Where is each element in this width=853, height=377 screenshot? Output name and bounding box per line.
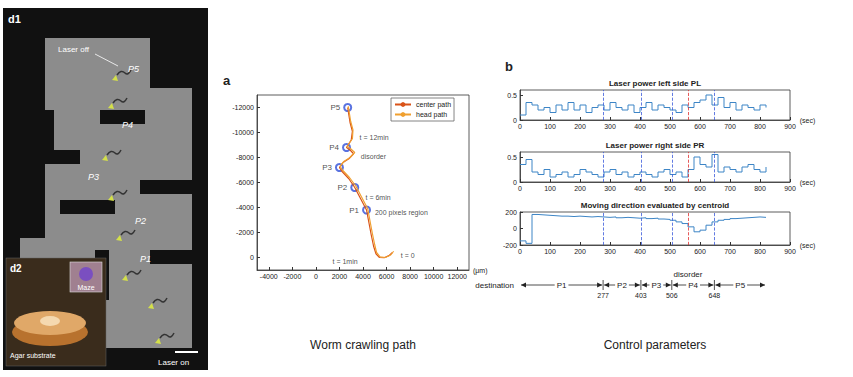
svg-text:P3: P3: [651, 281, 661, 290]
svg-text:900: 900: [784, 248, 796, 255]
svg-text:Maze: Maze: [77, 284, 94, 291]
svg-text:Control parameters: Control parameters: [604, 338, 707, 352]
svg-text:700: 700: [724, 123, 736, 130]
svg-text:P4: P4: [329, 143, 339, 152]
svg-text:Laser power right side PR: Laser power right side PR: [606, 141, 705, 150]
svg-text:P3: P3: [88, 172, 99, 182]
svg-text:Worm crawling path: Worm crawling path: [310, 338, 416, 352]
svg-text:-6000: -6000: [236, 179, 254, 186]
svg-text:0: 0: [518, 123, 522, 130]
svg-text:P1: P1: [349, 206, 359, 215]
svg-text:-4000: -4000: [236, 204, 254, 211]
svg-text:t = 12min: t = 12min: [360, 134, 389, 141]
svg-text:-2000: -2000: [283, 273, 301, 280]
svg-text:400: 400: [634, 248, 646, 255]
svg-text:200: 200: [505, 209, 517, 216]
svg-text:(sec): (sec): [800, 179, 816, 187]
svg-text:P4: P4: [122, 120, 133, 130]
svg-text:300: 300: [604, 185, 616, 192]
svg-text:500: 500: [664, 248, 676, 255]
svg-text:400: 400: [634, 123, 646, 130]
svg-text:destination: destination: [475, 281, 514, 290]
svg-text:(sec): (sec): [800, 242, 816, 250]
svg-text:P2: P2: [337, 183, 347, 192]
svg-text:900: 900: [784, 123, 796, 130]
svg-text:P1: P1: [140, 254, 151, 264]
svg-text:2000: 2000: [332, 273, 348, 280]
svg-text:277: 277: [597, 292, 609, 299]
svg-text:10000: 10000: [424, 273, 444, 280]
svg-text:-10000: -10000: [232, 129, 254, 136]
svg-text:P5: P5: [330, 103, 340, 112]
svg-text:-8000: -8000: [236, 154, 254, 161]
svg-text:d2: d2: [10, 263, 22, 274]
svg-text:(sec): (sec): [800, 117, 816, 125]
svg-text:disorder: disorder: [674, 270, 703, 279]
svg-text:8000: 8000: [402, 273, 418, 280]
svg-text:0: 0: [518, 185, 522, 192]
svg-text:disorder: disorder: [361, 153, 387, 160]
svg-text:700: 700: [724, 248, 736, 255]
svg-text:P2: P2: [135, 216, 146, 226]
svg-text:Laser power left side PL: Laser power left side PL: [609, 79, 701, 88]
svg-text:500: 500: [664, 123, 676, 130]
svg-text:P1: P1: [557, 281, 567, 290]
svg-text:a: a: [223, 73, 231, 88]
svg-text:P4: P4: [688, 281, 698, 290]
svg-text:12000: 12000: [447, 273, 467, 280]
svg-text:Laser off: Laser off: [58, 45, 90, 54]
svg-text:head path: head path: [416, 111, 447, 119]
svg-text:P5: P5: [735, 281, 745, 290]
svg-text:P5: P5: [128, 64, 140, 74]
svg-text:800: 800: [754, 123, 766, 130]
svg-text:0.5: 0.5: [507, 92, 517, 99]
svg-text:0: 0: [250, 254, 254, 261]
svg-text:-4000: -4000: [260, 273, 278, 280]
svg-text:(μm): (μm): [473, 267, 488, 275]
svg-text:d1: d1: [8, 13, 21, 25]
svg-text:t = 6min: t = 6min: [366, 194, 391, 201]
svg-text:0: 0: [513, 225, 517, 232]
svg-text:200: 200: [574, 185, 586, 192]
svg-text:0: 0: [314, 273, 318, 280]
svg-text:200: 200: [574, 123, 586, 130]
svg-text:900: 900: [784, 185, 796, 192]
svg-text:403: 403: [635, 292, 647, 299]
svg-text:center path: center path: [416, 101, 451, 109]
svg-text:-200: -200: [503, 242, 517, 249]
svg-text:700: 700: [724, 185, 736, 192]
svg-text:400: 400: [634, 185, 646, 192]
svg-text:0: 0: [518, 248, 522, 255]
svg-text:-2000: -2000: [236, 229, 254, 236]
svg-text:0.5: 0.5: [507, 154, 517, 161]
svg-text:506: 506: [666, 292, 678, 299]
svg-text:0: 0: [513, 117, 517, 124]
svg-text:800: 800: [754, 185, 766, 192]
svg-text:200 pixels region: 200 pixels region: [375, 209, 428, 217]
svg-text:-12000: -12000: [232, 104, 254, 111]
svg-text:Agar substrate: Agar substrate: [10, 352, 56, 360]
svg-text:100: 100: [544, 185, 556, 192]
svg-text:b: b: [505, 59, 513, 74]
svg-text:600: 600: [694, 185, 706, 192]
svg-text:4000: 4000: [355, 273, 371, 280]
svg-text:0: 0: [513, 179, 517, 186]
svg-text:600: 600: [694, 123, 706, 130]
svg-text:P2: P2: [617, 281, 627, 290]
svg-text:P3: P3: [322, 163, 332, 172]
svg-text:6000: 6000: [379, 273, 395, 280]
svg-text:Moving direction evaluated by: Moving direction evaluated by centroid: [581, 201, 730, 210]
svg-text:100: 100: [544, 123, 556, 130]
svg-text:300: 300: [604, 123, 616, 130]
svg-text:Laser on: Laser on: [158, 358, 189, 367]
svg-text:t = 0: t = 0: [401, 252, 415, 259]
svg-text:648: 648: [709, 292, 721, 299]
svg-text:t = 1min: t = 1min: [333, 258, 358, 265]
svg-text:800: 800: [754, 248, 766, 255]
svg-text:200: 200: [574, 248, 586, 255]
svg-text:600: 600: [694, 248, 706, 255]
svg-text:300: 300: [604, 248, 616, 255]
svg-text:500: 500: [664, 185, 676, 192]
svg-text:100: 100: [544, 248, 556, 255]
